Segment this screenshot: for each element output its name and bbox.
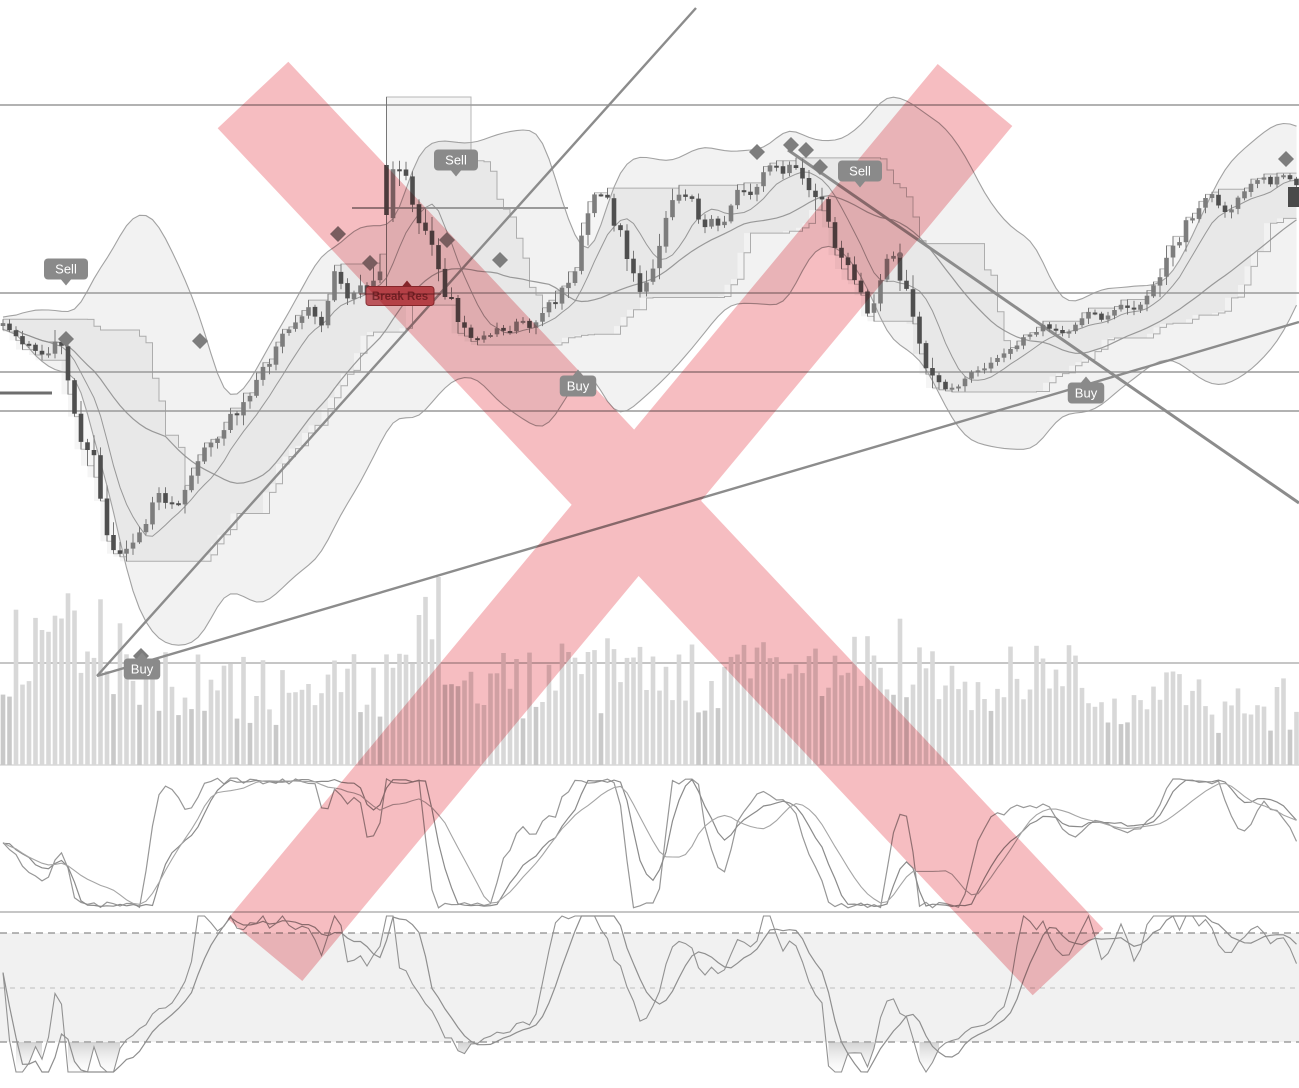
current-price-marker	[1288, 187, 1299, 207]
buy-signal-label: Buy	[123, 652, 161, 680]
rejection-x-overlay	[217, 61, 1104, 996]
oscillator-panel	[2, 777, 1298, 909]
svg-text:Buy: Buy	[567, 379, 590, 394]
buy-signal-label: Buy	[559, 369, 597, 397]
sell-signal-label: Sell	[838, 160, 882, 188]
stochastic-band	[0, 932, 1299, 1043]
svg-text:Sell: Sell	[849, 164, 871, 179]
svg-text:Sell: Sell	[445, 153, 467, 168]
buy-signal-label: Buy	[1067, 376, 1105, 404]
svg-text:Sell: Sell	[55, 262, 77, 277]
svg-text:Buy: Buy	[131, 662, 154, 677]
sell-signal-label: Sell	[44, 258, 88, 286]
svg-text:Buy: Buy	[1075, 386, 1098, 401]
sell-signal-label: Sell	[434, 149, 478, 177]
